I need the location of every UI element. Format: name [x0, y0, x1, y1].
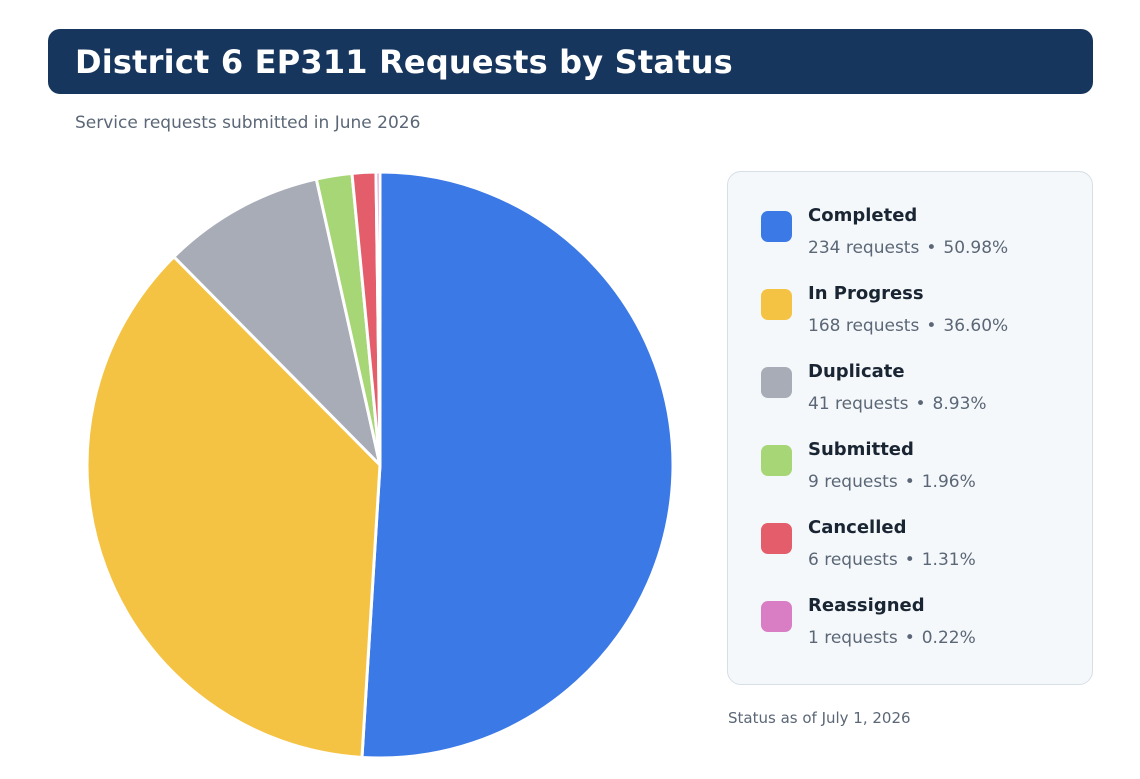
legend-separator: • — [904, 628, 915, 648]
chart-title: District 6 EP311 Requests by Status — [75, 42, 733, 81]
legend-count: 1 requests — [808, 628, 898, 648]
legend-separator: • — [904, 550, 915, 570]
legend-count: 234 requests — [808, 238, 920, 258]
legend-count: 9 requests — [808, 472, 898, 492]
legend-count: 6 requests — [808, 550, 898, 570]
legend-swatch-cancelled — [761, 523, 792, 554]
legend-percent: 0.22% — [921, 628, 976, 648]
legend-swatch-in-progress — [761, 289, 792, 320]
legend-separator: • — [904, 472, 915, 492]
legend-swatch-duplicate — [761, 367, 792, 398]
legend-label-reassigned: Reassigned — [808, 595, 925, 616]
legend-percent: 36.60% — [943, 316, 1009, 336]
chart-subtitle: Service requests submitted in June 2026 — [75, 113, 421, 133]
chart-legend: Completed 234 requests • 50.98% In Progress 1… — [727, 171, 1093, 685]
legend-separator: • — [915, 394, 926, 414]
pie-slice-in-progress — [85, 255, 382, 759]
legend-label-cancelled: Cancelled — [808, 517, 907, 538]
legend-label-duplicate: Duplicate — [808, 361, 905, 382]
pie-chart — [85, 170, 675, 760]
legend-detail-in-progress: 168 requests • 36.60% — [808, 316, 1008, 336]
legend-detail-reassigned: 1 requests • 0.22% — [808, 628, 976, 648]
pie-slice-duplicate — [172, 177, 382, 467]
pie-slice-completed — [360, 170, 675, 760]
legend-percent: 1.31% — [921, 550, 976, 570]
legend-count: 168 requests — [808, 316, 920, 336]
legend-percent: 1.96% — [921, 472, 976, 492]
legend-label-in-progress: In Progress — [808, 283, 924, 304]
status-footnote: Status as of July 1, 2026 — [728, 709, 911, 727]
legend-detail-completed: 234 requests • 50.98% — [808, 238, 1008, 258]
legend-label-submitted: Submitted — [808, 439, 914, 460]
pie-slice-reassigned — [374, 170, 382, 467]
legend-percent: 50.98% — [943, 238, 1009, 258]
legend-swatch-completed — [761, 211, 792, 242]
legend-percent: 8.93% — [932, 394, 987, 414]
title-bar: District 6 EP311 Requests by Status — [48, 29, 1093, 94]
legend-swatch-reassigned — [761, 601, 792, 632]
legend-count: 41 requests — [808, 394, 909, 414]
legend-swatch-submitted — [761, 445, 792, 476]
pie-chart-container — [80, 165, 680, 765]
legend-detail-cancelled: 6 requests • 1.31% — [808, 550, 976, 570]
legend-separator: • — [926, 238, 937, 258]
legend-detail-duplicate: 41 requests • 8.93% — [808, 394, 987, 414]
legend-detail-submitted: 9 requests • 1.96% — [808, 472, 976, 492]
legend-label-completed: Completed — [808, 205, 918, 226]
legend-separator: • — [926, 316, 937, 336]
